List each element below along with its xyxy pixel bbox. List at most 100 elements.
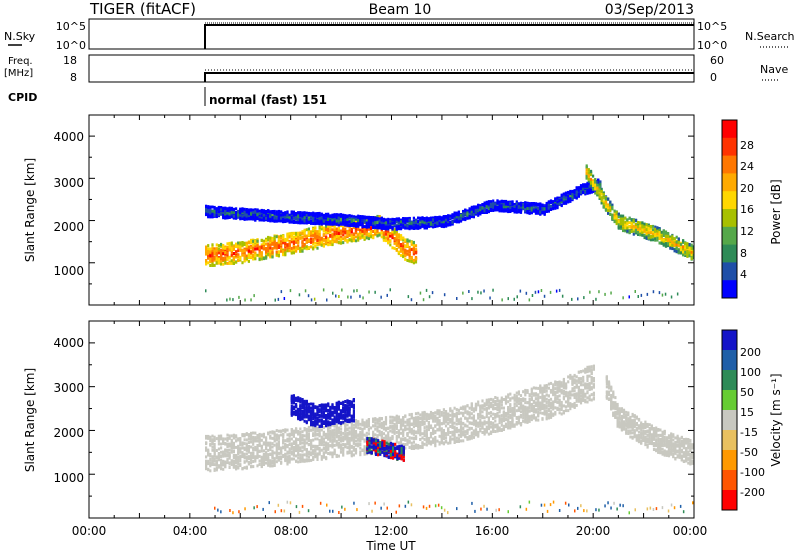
power-cell	[675, 243, 678, 246]
power-cell	[391, 217, 394, 221]
power-cell	[588, 185, 591, 189]
power-cell	[237, 253, 240, 257]
power-cell	[619, 214, 623, 218]
power-cell	[410, 260, 413, 263]
power-cell	[408, 256, 411, 260]
power-cell	[220, 262, 223, 266]
power-cell	[325, 214, 328, 218]
power-cell	[346, 215, 349, 219]
power-cell	[260, 212, 263, 215]
power-cell	[325, 231, 328, 235]
power-cell	[258, 252, 261, 256]
power-cell	[423, 221, 426, 225]
power-cell	[387, 226, 390, 230]
power-cell	[224, 210, 227, 214]
power-cell	[658, 231, 661, 235]
power-cell	[344, 216, 347, 220]
power-cell	[342, 217, 345, 221]
power-cell	[545, 207, 548, 211]
power-cell	[423, 225, 426, 229]
power-cell	[649, 235, 653, 239]
power-noise-cell	[610, 291, 612, 295]
power-cell	[602, 194, 605, 198]
power-cell	[539, 210, 542, 214]
power-cell	[575, 193, 578, 197]
power-cell	[588, 181, 591, 185]
power-cell	[393, 223, 396, 227]
power-cell	[382, 223, 385, 227]
power-cell	[350, 222, 353, 225]
power-cell	[585, 173, 588, 177]
power-noise-cell	[525, 291, 528, 295]
power-cell	[569, 192, 572, 196]
power-cell	[554, 197, 557, 201]
power-noise-cell	[462, 291, 464, 295]
power-noise-cell	[326, 298, 328, 302]
power-cell	[675, 235, 678, 239]
power-cell	[481, 203, 484, 207]
power-cell	[684, 249, 687, 253]
power-cell	[275, 216, 278, 220]
power-cell	[421, 223, 424, 227]
power-cell	[220, 254, 223, 258]
power-cell	[243, 259, 246, 263]
power-cell	[352, 237, 355, 241]
power-cell	[552, 203, 555, 207]
power-cell	[254, 216, 257, 220]
power-cell	[269, 249, 272, 253]
power-cell	[511, 203, 514, 206]
power-cell	[220, 211, 223, 215]
power-cell	[654, 237, 657, 241]
power-cell	[487, 202, 490, 206]
velocity-cell	[205, 434, 208, 438]
power-cell	[207, 207, 210, 210]
power-cell	[271, 239, 274, 243]
power-cell	[260, 251, 263, 255]
power-cell	[254, 253, 257, 257]
header-title: TIGER (fitACF)	[89, 0, 196, 18]
power-cell	[660, 234, 663, 238]
power-cell	[628, 225, 631, 229]
power-cell	[502, 208, 505, 212]
power-cell	[662, 231, 665, 235]
power-cell	[634, 231, 638, 235]
power-cell	[239, 248, 242, 252]
power-cell	[432, 223, 435, 227]
power-cell	[466, 209, 469, 213]
power-cell	[363, 237, 366, 241]
power-cell	[421, 220, 424, 224]
sky-panel: N.Sky 10^5 10^0 10^5 10^0 N.Search	[4, 18, 795, 52]
power-cell	[378, 215, 381, 219]
power-cell	[684, 252, 687, 256]
power-cell	[277, 218, 280, 222]
power-cell	[310, 233, 313, 237]
power-noise-cell	[456, 297, 458, 300]
power-cell	[393, 241, 396, 245]
power-cell	[350, 233, 353, 237]
power-cell	[348, 238, 351, 242]
power-cell	[333, 215, 336, 219]
power-noise-cell	[628, 295, 630, 299]
power-cell	[247, 245, 250, 249]
power-cell	[673, 237, 676, 241]
power-cell	[534, 209, 538, 213]
power-noise-cell	[622, 296, 624, 300]
power-cell	[408, 251, 411, 255]
power-cell	[350, 228, 353, 231]
power-cell	[440, 223, 443, 227]
power-cell	[402, 217, 405, 220]
power-cell	[374, 221, 377, 225]
power-cell	[222, 258, 225, 262]
power-cell	[327, 214, 330, 218]
power-cell	[582, 183, 585, 187]
power-cell	[211, 243, 214, 247]
power-cell	[408, 245, 411, 249]
power-cell	[372, 221, 375, 225]
power-cell	[526, 210, 529, 213]
power-cell	[483, 204, 486, 208]
power-cell	[329, 217, 332, 221]
power-cell	[596, 183, 599, 187]
power-cell	[211, 252, 214, 256]
power-cell	[673, 242, 676, 246]
power-cell	[374, 224, 377, 228]
